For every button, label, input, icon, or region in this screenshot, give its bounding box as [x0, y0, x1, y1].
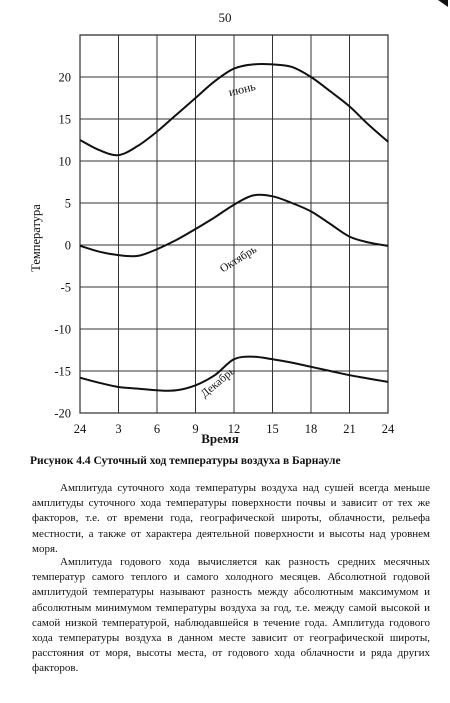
series-line-1: [79, 62, 389, 157]
paragraph-1: Амплитуда суточного хода температуры воз…: [32, 482, 430, 555]
series-lines: [79, 62, 389, 392]
x-tick-label: 3: [115, 422, 121, 436]
series-line-3: [79, 355, 389, 392]
y-tick-label: 10: [59, 155, 72, 169]
series-label-1: июнь: [227, 79, 257, 99]
y-tick-label: 0: [65, 239, 71, 253]
y-tick-label: 5: [65, 197, 71, 211]
y-tick-label: 15: [59, 113, 72, 127]
y-tick-label: -20: [54, 407, 71, 421]
x-tick-label: 24: [382, 422, 395, 436]
y-tick-label: -10: [54, 323, 71, 337]
x-tick-label: 18: [305, 422, 318, 436]
chart-grid: [79, 34, 389, 414]
series-label-2: Октябрь: [218, 244, 259, 276]
figure-caption: Рисунок 4.4 Суточный ход температуры воз…: [30, 455, 341, 467]
y-tick-label: -5: [61, 281, 71, 295]
x-tick-label: 24: [74, 422, 87, 436]
corner-mark: [438, 0, 448, 7]
y-tick-label: -15: [54, 365, 71, 379]
x-tick-label: 12: [228, 422, 241, 436]
series-line-2: [79, 193, 389, 258]
page-number: 50: [218, 10, 232, 25]
x-tick-label: 15: [266, 422, 279, 436]
paragraph-2: Амплитуда годового хода вычисляется как …: [32, 556, 430, 675]
y-axis-label: Температура: [29, 204, 43, 272]
x-tick-labels: 24 3 6 9 12 15 18 21 24: [74, 422, 395, 436]
series-label-3: Декабрь: [199, 365, 238, 400]
y-tick-label: 20: [59, 71, 72, 85]
y-tick-labels: -20 -15 -10 -5 0 5 10 15 20: [54, 71, 71, 421]
x-tick-label: 21: [343, 422, 356, 436]
chart: -20 -15 -10 -5 0 5 10 15 20 24 3 6 9 12 15 18 21 24 июнь…: [29, 34, 395, 446]
x-tick-label: 9: [192, 422, 198, 436]
x-tick-label: 6: [154, 422, 160, 436]
series-labels: июнь Октябрь Декабрь: [199, 79, 259, 400]
x-axis-label: Время: [201, 431, 239, 446]
